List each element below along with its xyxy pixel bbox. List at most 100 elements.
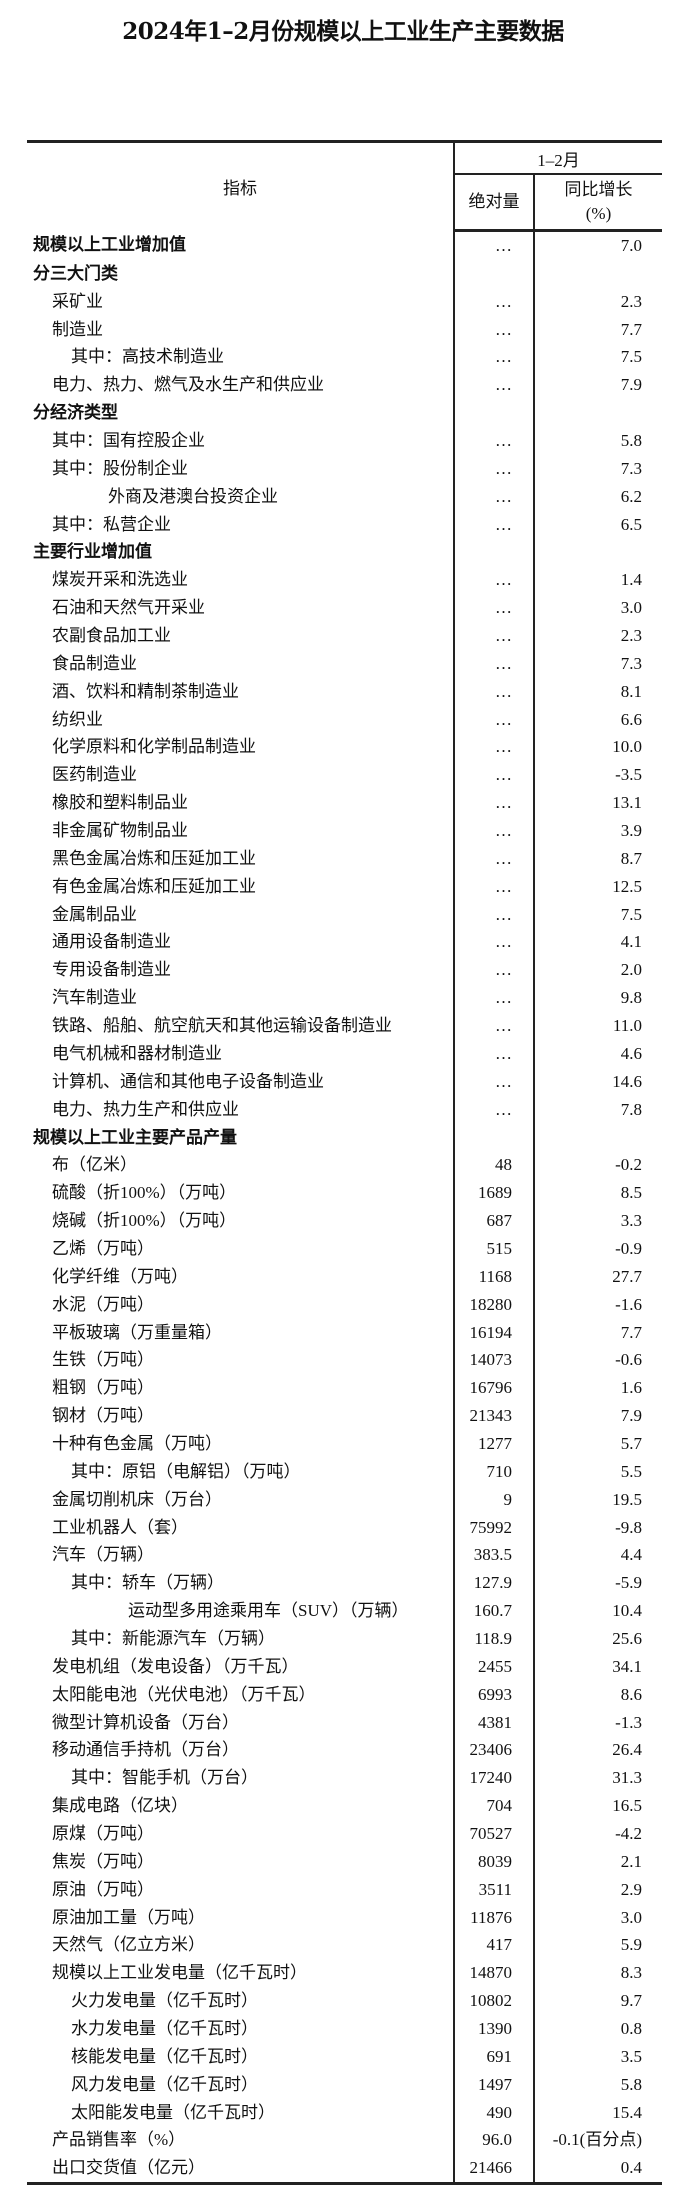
row-label: 发电机组（发电设备）（万千瓦） — [52, 1656, 299, 1676]
row-growth-value: 7.9 — [533, 1402, 662, 1430]
row-label: 农副食品加工业 — [52, 626, 171, 646]
row-absolute-value: 9 — [453, 1485, 534, 1514]
table-row: 其中：股份制企业 … 7.3 — [27, 454, 662, 483]
row-absolute-value: … — [453, 844, 534, 873]
row-growth-value: 1.4 — [533, 566, 662, 595]
row-growth-value: 34.1 — [533, 1652, 662, 1681]
row-absolute-value: 1689 — [453, 1179, 534, 1208]
table-row: 其中：原铝（电解铝）（万吨） 710 5.5 — [27, 1457, 662, 1486]
row-growth-value: 25.6 — [533, 1624, 662, 1653]
table-row: 通用设备制造业 … 4.1 — [27, 928, 662, 957]
table-row: 其中：轿车（万辆） 127.9 -5.9 — [27, 1569, 662, 1598]
table-row: 制造业 … 7.7 — [27, 315, 662, 344]
row-label: 规模以上工业主要产品产量 — [33, 1127, 237, 1147]
row-absolute-value: 14073 — [453, 1346, 534, 1375]
row-label: 烧碱（折100%）（万吨） — [52, 1211, 237, 1231]
table-row: 焦炭（万吨） 8039 2.1 — [27, 1847, 662, 1876]
row-growth-value: 5.9 — [533, 1931, 662, 1960]
table-row: 医药制造业 … -3.5 — [27, 761, 662, 790]
row-absolute-value: … — [453, 287, 534, 316]
row-label: 水泥（万吨） — [52, 1294, 154, 1314]
row-absolute-value: … — [453, 733, 534, 762]
row-growth-value: 7.9 — [533, 371, 662, 400]
table-row: 化学纤维（万吨） 1168 27.7 — [27, 1262, 662, 1291]
table-row: 钢材（万吨） 21343 7.9 — [27, 1402, 662, 1430]
table-row: 计算机、通信和其他电子设备制造业 … 14.6 — [27, 1067, 662, 1096]
row-absolute-value: … — [453, 677, 534, 706]
row-label: 化学原料和化学制品制造业 — [52, 737, 256, 757]
table-row: 其中：智能手机（万台） 17240 31.3 — [27, 1764, 662, 1793]
row-growth-value: -0.6 — [533, 1346, 662, 1375]
row-absolute-value: 704 — [453, 1792, 534, 1820]
row-absolute-value: 687 — [453, 1207, 534, 1235]
row-label: 黑色金属冶炼和压延加工业 — [52, 848, 256, 868]
row-absolute-value — [453, 1123, 534, 1152]
row-label: 乙烯（万吨） — [52, 1238, 154, 1258]
row-label: 核能发电量（亿千瓦时） — [71, 2046, 258, 2066]
table-row: 烧碱（折100%）（万吨） 687 3.3 — [27, 1207, 662, 1235]
row-label: 其中：轿车（万辆） — [71, 1573, 224, 1593]
row-absolute-value: 10802 — [453, 1987, 534, 2015]
row-absolute-value: 490 — [453, 2098, 534, 2127]
table-row: 其中：私营企业 … 6.5 — [27, 510, 662, 539]
row-label: 外商及港澳台投资企业 — [108, 486, 278, 506]
row-growth-value: 3.0 — [533, 1903, 662, 1932]
table-row: 硫酸（折100%）（万吨） 1689 8.5 — [27, 1179, 662, 1208]
table-row: 规模以上工业发电量（亿千瓦时） 14870 8.3 — [27, 1959, 662, 1988]
row-label: 产品销售率（%） — [52, 2130, 186, 2150]
row-absolute-value: 16796 — [453, 1374, 534, 1403]
row-growth-value: 7.8 — [533, 1095, 662, 1124]
row-absolute-value: 3511 — [453, 1875, 534, 1904]
row-absolute-value: 4381 — [453, 1708, 534, 1737]
row-absolute-value: 1497 — [453, 2070, 534, 2099]
row-label: 分经济类型 — [33, 403, 118, 423]
row-growth-value: 11.0 — [533, 1012, 662, 1040]
row-growth-value: 4.4 — [533, 1541, 662, 1570]
row-label: 规模以上工业增加值 — [33, 235, 186, 255]
row-absolute-value: … — [453, 900, 534, 929]
table-row: 运动型多用途乘用车（SUV）（万辆） 160.7 10.4 — [27, 1597, 662, 1625]
row-absolute-value: 2455 — [453, 1652, 534, 1681]
table-row: 汽车（万辆） 383.5 4.4 — [27, 1541, 662, 1570]
row-growth-value: -5.9 — [533, 1569, 662, 1598]
row-growth-value: 5.5 — [533, 1457, 662, 1486]
row-growth-value: 5.8 — [533, 427, 662, 455]
row-label: 食品制造业 — [52, 653, 137, 673]
header-period: 1–2月 — [453, 140, 662, 175]
row-growth-value — [533, 1123, 662, 1152]
row-growth-value: -1.6 — [533, 1290, 662, 1319]
row-growth-value: 7.0 — [533, 230, 662, 260]
row-growth-value: 8.3 — [533, 1959, 662, 1988]
row-growth-value: 7.3 — [533, 454, 662, 483]
table-row: 黑色金属冶炼和压延加工业 … 8.7 — [27, 844, 662, 873]
row-label: 其中：高技术制造业 — [71, 347, 224, 367]
row-label: 太阳能发电量（亿千瓦时） — [71, 2102, 275, 2122]
row-growth-value: 3.5 — [533, 2042, 662, 2071]
table-row: 太阳能电池（光伏电池）（万千瓦） 6993 8.6 — [27, 1680, 662, 1709]
row-label: 专用设备制造业 — [52, 960, 171, 980]
row-growth-value: 27.7 — [533, 1262, 662, 1291]
row-growth-value: 15.4 — [533, 2098, 662, 2127]
row-growth-value — [533, 538, 662, 567]
row-label: 铁路、船舶、航空航天和其他运输设备制造业 — [52, 1016, 392, 1036]
table-row: 水泥（万吨） 18280 -1.6 — [27, 1290, 662, 1319]
row-absolute-value: 1168 — [453, 1262, 534, 1291]
row-absolute-value: 691 — [453, 2042, 534, 2071]
row-label: 集成电路（亿块） — [52, 1796, 188, 1816]
row-absolute-value: 417 — [453, 1931, 534, 1960]
row-absolute-value: … — [453, 761, 534, 790]
row-growth-value: 8.7 — [533, 844, 662, 873]
table-row: 有色金属冶炼和压延加工业 … 12.5 — [27, 872, 662, 901]
row-absolute-value: … — [453, 984, 534, 1013]
table-row: 核能发电量（亿千瓦时） 691 3.5 — [27, 2042, 662, 2071]
section-row: 分经济类型 — [27, 399, 662, 428]
row-absolute-value: … — [453, 315, 534, 344]
row-absolute-value: … — [453, 343, 534, 372]
row-absolute-value: … — [453, 872, 534, 901]
row-absolute-value: … — [453, 371, 534, 400]
row-absolute-value: 160.7 — [453, 1597, 534, 1625]
row-growth-value: 8.1 — [533, 677, 662, 706]
row-absolute-value: 23406 — [453, 1736, 534, 1765]
row-label: 太阳能电池（光伏电池）（万千瓦） — [52, 1684, 316, 1704]
header-growth: 同比增长 (%) — [533, 174, 662, 232]
